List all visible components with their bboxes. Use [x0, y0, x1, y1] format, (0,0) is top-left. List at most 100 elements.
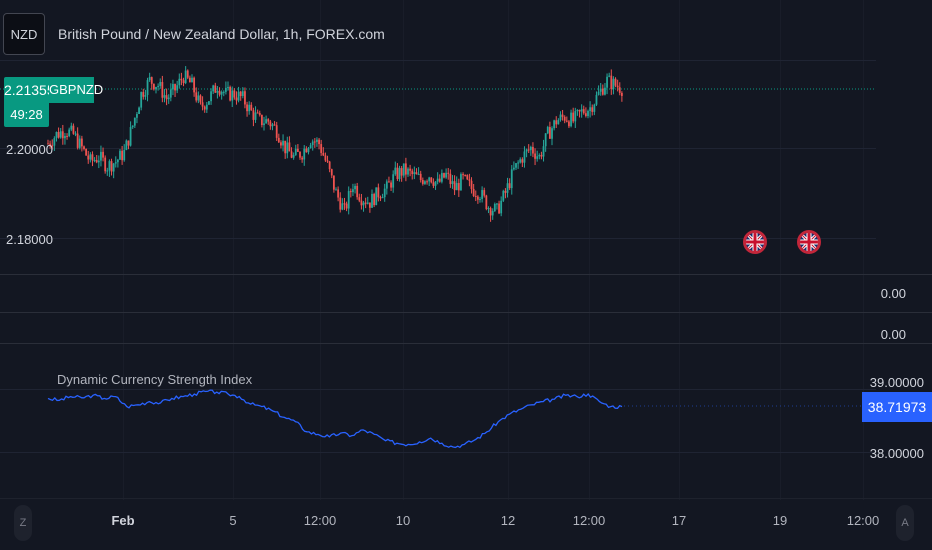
candle-body	[438, 178, 441, 182]
candle-body	[597, 91, 600, 95]
candle-body	[487, 208, 490, 210]
pane-separator[interactable]	[0, 343, 932, 344]
candle-body	[307, 147, 310, 153]
candle-body	[174, 84, 176, 91]
candle-body	[356, 185, 359, 198]
candle-body	[303, 148, 306, 160]
pane-separator[interactable]	[0, 274, 932, 275]
candle-body	[525, 149, 528, 152]
candle-body	[506, 183, 509, 193]
candle-body	[229, 86, 232, 101]
candle-body	[415, 172, 418, 175]
candle-body	[436, 178, 439, 182]
candle-body	[616, 85, 619, 88]
candle-body	[220, 91, 223, 95]
candle-body	[330, 169, 333, 176]
candle-body	[233, 90, 236, 98]
candle-body	[595, 94, 598, 105]
candle-body	[587, 110, 589, 117]
candle-body	[320, 144, 323, 153]
candle-body	[362, 202, 365, 206]
price-chart[interactable]	[0, 0, 880, 272]
candle-body	[51, 145, 54, 147]
candle-body	[561, 114, 564, 117]
candle-body	[421, 179, 424, 184]
candle-body	[523, 151, 526, 163]
candle-body	[235, 97, 238, 101]
candle-body	[114, 162, 117, 164]
timezone-button[interactable]: Z	[14, 505, 32, 541]
candle-body	[360, 200, 363, 206]
candle-body	[424, 181, 426, 184]
candle-body	[208, 101, 210, 105]
candle-body	[576, 109, 579, 112]
candle-body	[159, 81, 162, 86]
candle-body	[570, 112, 572, 127]
indicator-axis-label: 38.00000	[869, 446, 924, 461]
candle-body	[404, 163, 407, 175]
candle-body	[481, 190, 484, 199]
indicator-title[interactable]: Dynamic Currency Strength Index	[57, 372, 253, 387]
time-axis-label: Feb	[111, 513, 135, 528]
candle-body	[212, 85, 215, 92]
candle-body	[383, 188, 386, 198]
candle-body	[489, 208, 492, 216]
candle-body	[354, 185, 356, 190]
pane-separator[interactable]	[0, 312, 932, 313]
candle-body	[97, 160, 100, 163]
candle-body	[275, 125, 278, 138]
chart-title[interactable]: British Pound / New Zealand Dollar, 1h, …	[58, 26, 385, 42]
candle-body	[352, 189, 354, 193]
current-price: 2.21355	[4, 77, 55, 103]
candle-body	[584, 113, 587, 117]
candle-body	[474, 195, 477, 197]
candle-body	[464, 174, 467, 176]
candle-body	[559, 114, 562, 121]
candle-body	[241, 91, 244, 97]
candle-body	[572, 112, 575, 122]
candle-body	[284, 140, 287, 154]
candle-body	[138, 107, 140, 114]
candle-body	[413, 172, 416, 175]
uk-flag-icon[interactable]	[797, 230, 821, 254]
candle-body	[379, 197, 382, 199]
time-axis-label: 10	[395, 513, 411, 528]
candle-body	[125, 140, 128, 150]
candle-body	[483, 190, 486, 196]
candle-body	[373, 193, 376, 206]
candle-body	[290, 151, 293, 158]
time-axis-label: 5	[229, 513, 237, 528]
candle-body	[260, 114, 263, 126]
candle-body	[385, 181, 388, 189]
candle-body	[294, 148, 297, 155]
candle-body	[521, 159, 524, 163]
candle-body	[218, 90, 221, 95]
candle-body	[188, 77, 191, 83]
candle-body	[165, 95, 168, 100]
candle-body	[574, 111, 577, 122]
candle-body	[544, 133, 547, 147]
indicator-chart[interactable]	[0, 345, 880, 495]
candle-body	[479, 198, 481, 200]
candle-body	[608, 75, 611, 77]
candle-body	[326, 160, 329, 162]
candle-body	[565, 120, 568, 122]
candle-body	[271, 124, 274, 127]
symbol-badge[interactable]: NZD	[3, 13, 45, 55]
indicator-axis-label: 39.00000	[869, 375, 924, 390]
candle-body	[47, 143, 49, 145]
candle-body	[273, 124, 276, 126]
candle-body	[548, 127, 551, 139]
candle-body	[532, 146, 534, 154]
time-axis-label: 12:00	[303, 513, 337, 528]
candle-body	[551, 128, 553, 139]
candle-body	[309, 145, 312, 148]
candle-body	[193, 77, 196, 93]
candle-body	[265, 119, 268, 124]
candle-body	[53, 138, 56, 146]
pane-separator	[0, 498, 932, 499]
uk-flag-icon[interactable]	[743, 230, 767, 254]
candle-body	[343, 203, 346, 205]
auto-scale-button[interactable]: A	[896, 505, 914, 541]
candle-body	[328, 161, 331, 170]
